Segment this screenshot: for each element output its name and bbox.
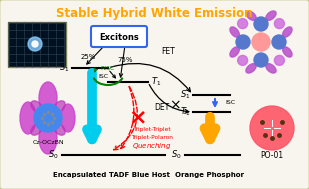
Ellipse shape	[39, 82, 57, 114]
Circle shape	[238, 55, 248, 65]
Ellipse shape	[283, 47, 292, 57]
Circle shape	[236, 35, 250, 49]
Text: $\times$: $\times$	[169, 98, 181, 112]
Ellipse shape	[246, 11, 256, 20]
Text: RISC: RISC	[101, 66, 115, 70]
Text: Triplet-Triplet: Triplet-Triplet	[133, 128, 171, 132]
Ellipse shape	[61, 104, 75, 132]
Circle shape	[254, 17, 268, 31]
Circle shape	[238, 19, 248, 29]
Text: DET: DET	[154, 104, 170, 112]
Text: ISC: ISC	[225, 101, 235, 105]
Text: PO-01: PO-01	[260, 150, 284, 160]
Ellipse shape	[31, 123, 43, 135]
Ellipse shape	[53, 101, 65, 113]
Text: 25%: 25%	[80, 54, 96, 60]
Ellipse shape	[31, 101, 43, 113]
Text: $S_1$: $S_1$	[59, 62, 69, 74]
Text: Cz-OCzBN: Cz-OCzBN	[32, 140, 64, 146]
Text: Encapsulated TADF Blue Host: Encapsulated TADF Blue Host	[53, 172, 171, 178]
Text: $T_1$: $T_1$	[151, 76, 161, 88]
Text: Triplet-Polaron: Triplet-Polaron	[131, 136, 173, 140]
Circle shape	[274, 19, 284, 29]
Ellipse shape	[230, 27, 239, 37]
Ellipse shape	[20, 102, 36, 134]
Circle shape	[32, 41, 38, 47]
Ellipse shape	[230, 47, 239, 57]
Text: Orange Phosphor: Orange Phosphor	[176, 172, 244, 178]
Circle shape	[250, 106, 294, 150]
Text: $\it{Quenching}$: $\it{Quenching}$	[132, 141, 172, 151]
Text: ISC: ISC	[98, 74, 108, 80]
Circle shape	[254, 53, 268, 67]
Circle shape	[272, 35, 286, 49]
Text: Stable Hybrid White Emission: Stable Hybrid White Emission	[56, 8, 252, 20]
Ellipse shape	[283, 27, 292, 37]
Circle shape	[28, 37, 42, 51]
Text: $S_0$: $S_0$	[49, 149, 59, 161]
FancyBboxPatch shape	[91, 26, 147, 47]
Ellipse shape	[246, 64, 256, 73]
Ellipse shape	[266, 11, 276, 20]
Circle shape	[274, 55, 284, 65]
Text: Excitons: Excitons	[99, 33, 139, 42]
Text: $\mathbf{\times}$: $\mathbf{\times}$	[128, 108, 146, 128]
Ellipse shape	[53, 123, 65, 135]
Circle shape	[34, 104, 62, 132]
Text: $T_1$: $T_1$	[180, 106, 190, 118]
Text: $S_1$: $S_1$	[180, 89, 190, 101]
Ellipse shape	[39, 122, 57, 154]
Text: FET: FET	[161, 47, 175, 57]
Ellipse shape	[266, 64, 276, 73]
Text: 75%: 75%	[117, 57, 133, 63]
Circle shape	[252, 33, 270, 51]
Text: $S_0$: $S_0$	[171, 149, 182, 161]
Bar	[8, 22, 66, 67]
